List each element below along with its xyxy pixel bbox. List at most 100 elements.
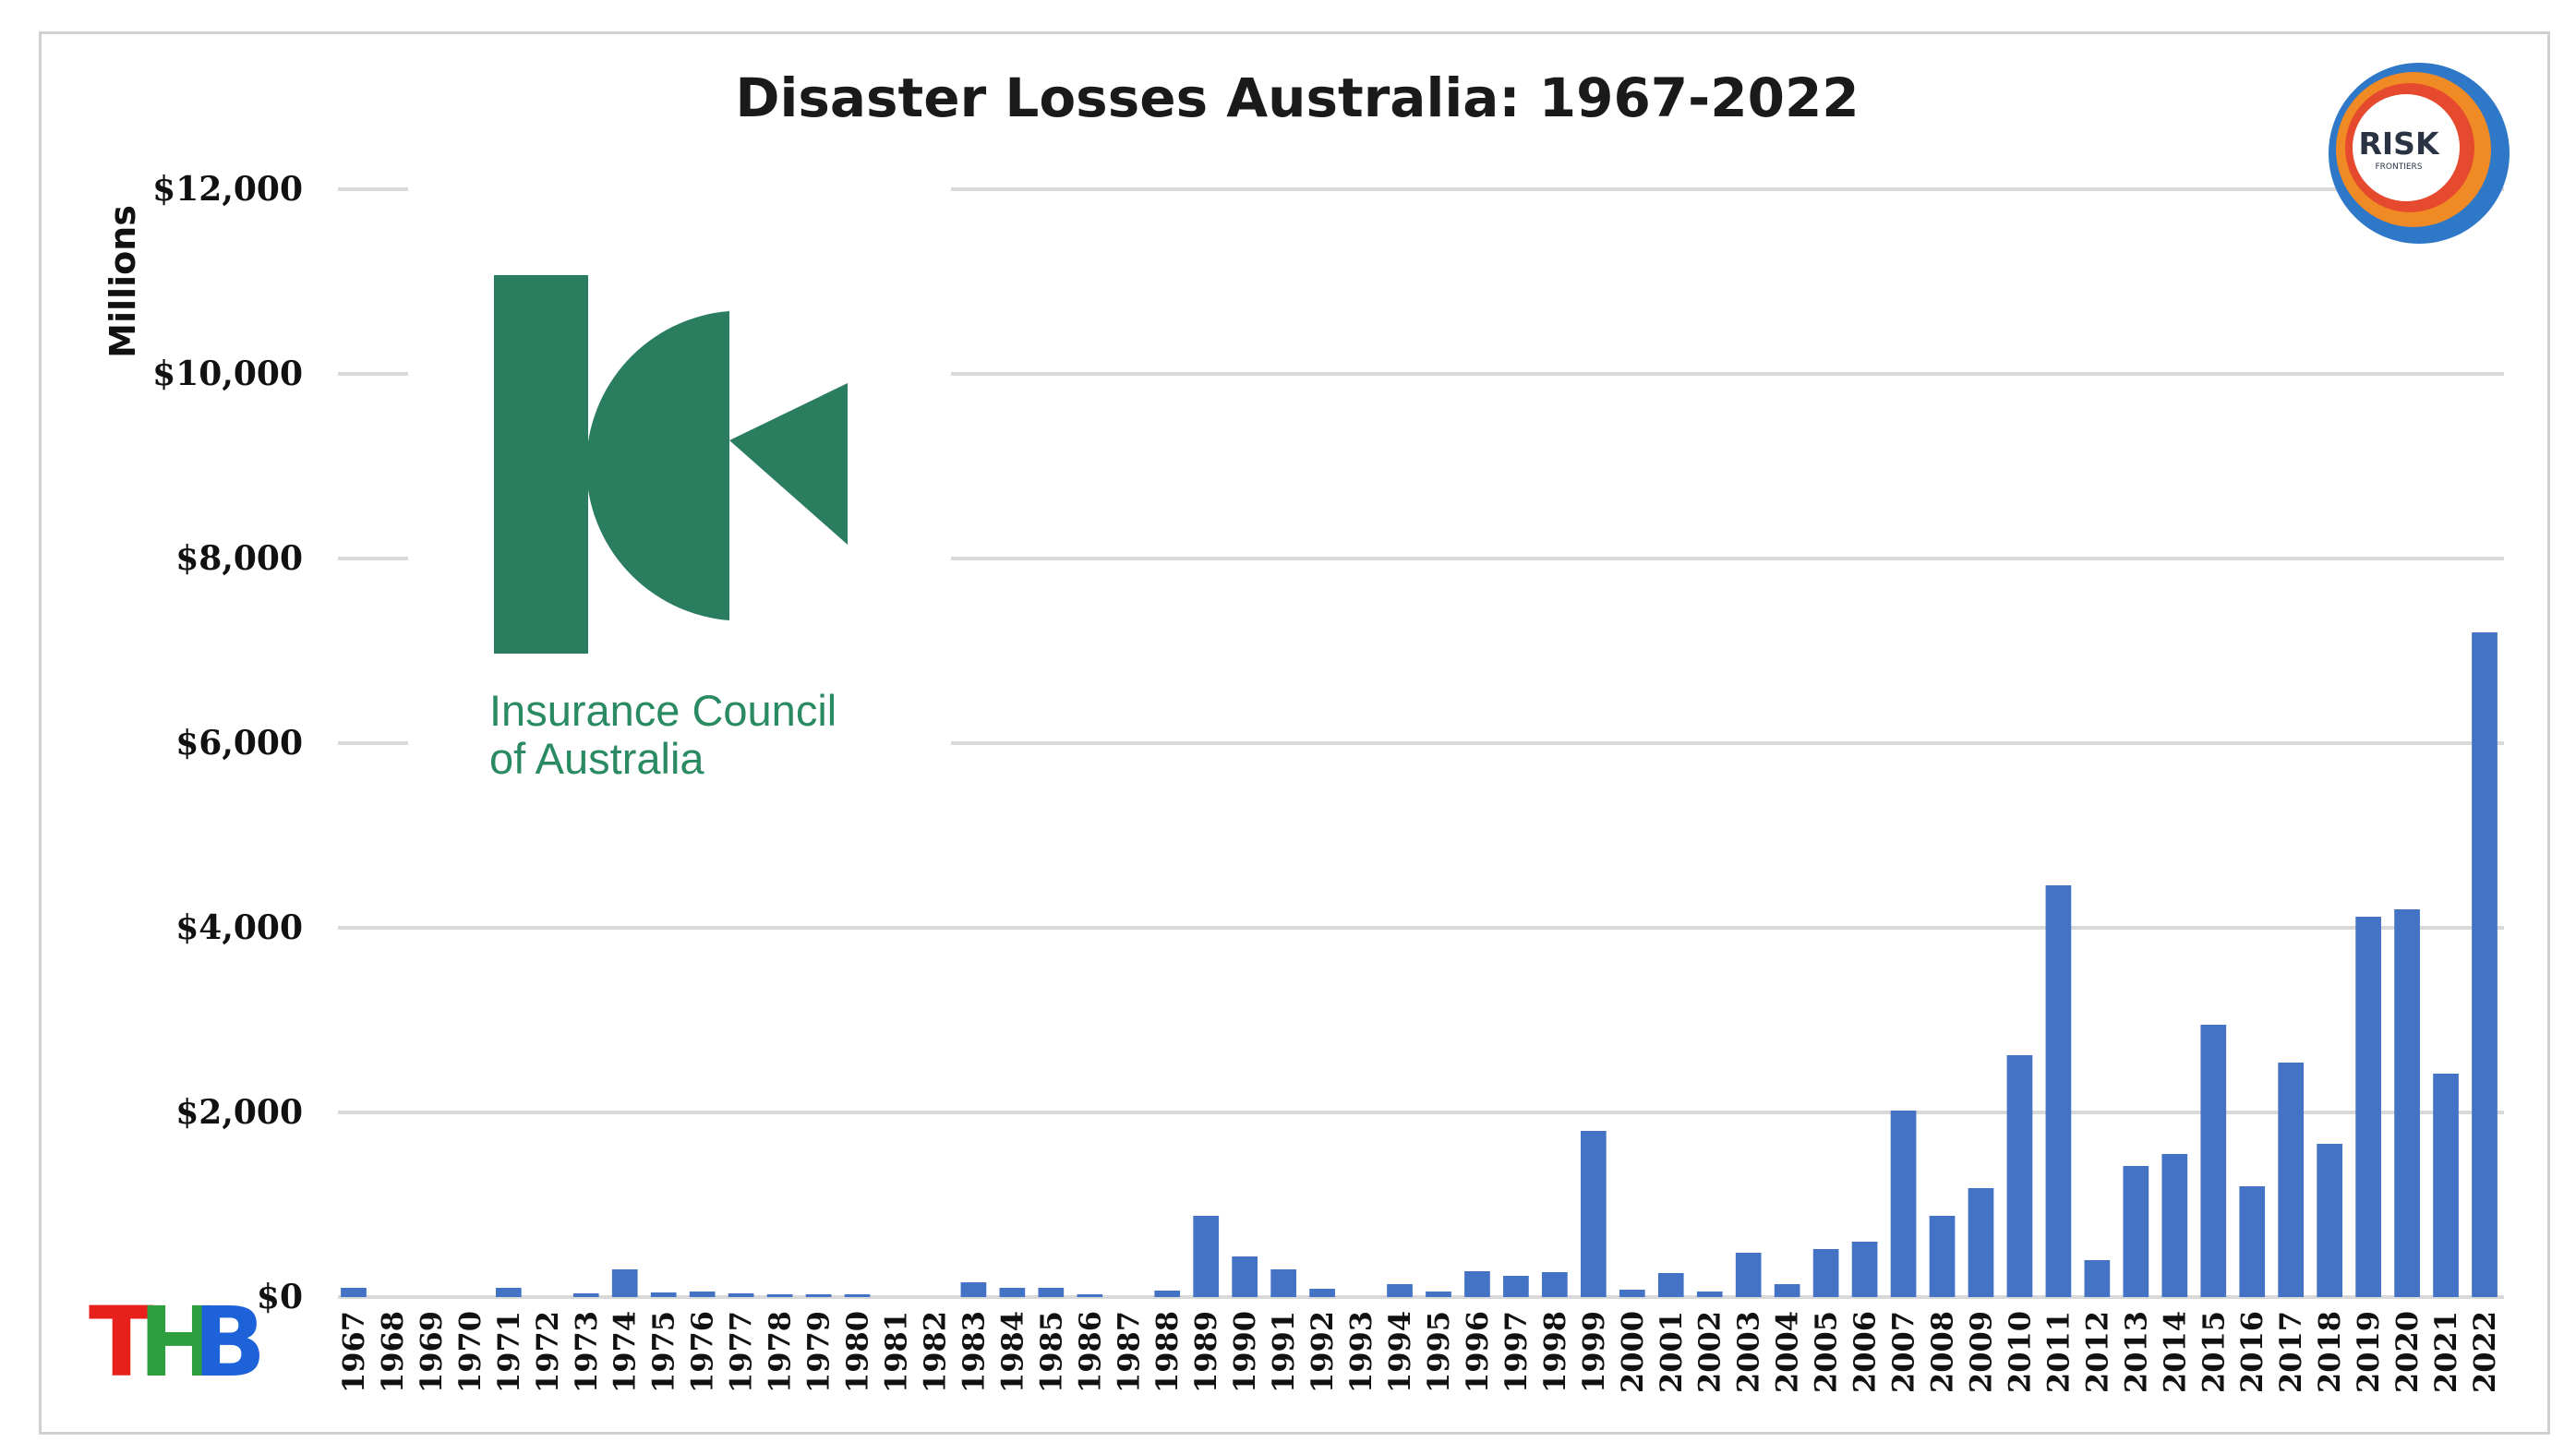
bar-2008 [1929, 1216, 1956, 1297]
x-tick-label: 1992 [1305, 1311, 1340, 1393]
bar-1990 [1232, 1256, 1258, 1297]
thb-logo-t: T [89, 1286, 154, 1399]
x-tick-label: 2000 [1615, 1311, 1650, 1393]
x-tick-label: 1971 [491, 1311, 526, 1393]
y-tick-label: $8,000 [175, 539, 303, 578]
x-tick-label: 1978 [763, 1311, 798, 1393]
x-tick-label: 2006 [1848, 1311, 1883, 1393]
risk-logo-center [2353, 94, 2460, 201]
x-tick-label: 1970 [452, 1311, 488, 1393]
bar-1975 [650, 1292, 677, 1297]
x-tick-label: 1986 [1072, 1311, 1107, 1393]
x-tick-label: 1996 [1460, 1311, 1495, 1393]
x-tick-label: 1981 [878, 1311, 913, 1393]
thb-logo-b: B [193, 1286, 266, 1399]
bar-1996 [1464, 1271, 1490, 1297]
bar-1995 [1426, 1292, 1451, 1297]
x-tick-label: 2010 [2002, 1311, 2037, 1393]
bar-2004 [1774, 1284, 1800, 1297]
bars [341, 632, 2498, 1297]
x-tick-label: 1974 [608, 1311, 643, 1393]
bar-2001 [1657, 1273, 1684, 1297]
x-tick-label: 1969 [414, 1311, 449, 1393]
x-tick-label: 1968 [375, 1311, 410, 1393]
y-tick-label: $4,000 [175, 908, 303, 947]
chart-frame [39, 31, 2550, 1435]
x-tick-label: 1990 [1227, 1311, 1262, 1393]
x-tick-label: 1979 [801, 1311, 837, 1393]
x-tick-label: 2017 [2273, 1311, 2308, 1393]
x-tick-label: 1983 [956, 1311, 991, 1393]
x-tick-label: 2005 [1809, 1311, 1844, 1393]
bar-2022 [2472, 632, 2498, 1297]
ica-logo-wedge [729, 383, 848, 545]
bar-2015 [2200, 1025, 2227, 1297]
bar-1992 [1309, 1289, 1335, 1297]
x-tick-label: 2014 [2157, 1311, 2192, 1393]
bar-2010 [2006, 1055, 2033, 1297]
bar-1997 [1503, 1276, 1529, 1297]
thb-logo-h: H [138, 1286, 219, 1399]
bar-1988 [1154, 1291, 1181, 1297]
bar-1979 [805, 1294, 832, 1297]
bar-2017 [2278, 1063, 2305, 1297]
risk-logo-text: RISK [2358, 126, 2439, 162]
ica-logo-text-line1: Insurance Council [489, 686, 837, 735]
ica-logo-text-line2: of Australia [489, 734, 704, 783]
bar-1971 [495, 1288, 522, 1297]
ica-logo-half-disc [585, 311, 729, 620]
bar-2000 [1619, 1290, 1645, 1297]
x-tick-label: 2002 [1692, 1311, 1727, 1393]
bar-2014 [2161, 1154, 2188, 1297]
y-tick-labels: $0 $2,000 $4,000 $6,000 $8,000 $10,000 $12,000 [152, 170, 303, 1316]
y-axis-label: Millions [102, 205, 143, 358]
bar-2016 [2239, 1186, 2266, 1297]
bar-1994 [1387, 1284, 1413, 1297]
x-tick-label: 1984 [994, 1311, 1029, 1393]
x-tick-label: 2013 [2118, 1311, 2153, 1393]
bar-2018 [2317, 1144, 2343, 1297]
bar-2021 [2433, 1074, 2459, 1297]
bar-1978 [766, 1294, 793, 1297]
x-tick-label: 1989 [1188, 1311, 1223, 1393]
x-tick-labels: 1967 1968 1969 1970 1971 1972 1973 1974 1975 1976… [336, 1311, 2502, 1393]
bar-1980 [844, 1294, 871, 1297]
bar-1984 [999, 1288, 1026, 1297]
bar-2012 [2084, 1260, 2111, 1297]
x-tick-label: 2004 [1770, 1311, 1805, 1393]
y-tick-label: $6,000 [175, 724, 303, 763]
x-tick-label: 2022 [2467, 1311, 2502, 1393]
insurance-council-logo: Insurance Council of Australia [489, 275, 848, 783]
bar-1998 [1542, 1272, 1568, 1297]
x-tick-label: 1991 [1266, 1311, 1301, 1393]
bar-2005 [1812, 1249, 1839, 1297]
x-tick-label: 1998 [1537, 1311, 1572, 1393]
x-tick-label: 1994 [1382, 1311, 1417, 1393]
bar-1976 [689, 1292, 716, 1297]
x-tick-label: 1976 [685, 1311, 720, 1393]
bar-2019 [2355, 917, 2381, 1297]
bar-2011 [2045, 885, 2072, 1297]
bar-1985 [1038, 1288, 1065, 1297]
bar-1986 [1077, 1294, 1103, 1297]
bar-1977 [728, 1293, 754, 1297]
bar-1991 [1270, 1269, 1296, 1297]
x-tick-label: 2015 [2196, 1311, 2231, 1393]
bar-2020 [2394, 909, 2420, 1297]
risk-frontiers-logo: RISK FRONTIERS [2329, 63, 2510, 244]
y-tick-label: $0 [257, 1278, 303, 1316]
bar-2003 [1735, 1253, 1762, 1297]
x-tick-label: 2012 [2079, 1311, 2114, 1393]
x-tick-label: 2007 [1886, 1311, 1921, 1393]
x-tick-label: 1987 [1111, 1311, 1146, 1393]
y-tick-label: $12,000 [152, 170, 303, 209]
x-tick-label: 2018 [2312, 1311, 2347, 1393]
bar-1974 [611, 1269, 638, 1297]
x-tick-label: 1993 [1343, 1311, 1378, 1393]
bar-2002 [1696, 1292, 1723, 1297]
x-tick-label: 2021 [2428, 1311, 2463, 1393]
x-tick-label: 1967 [336, 1311, 371, 1393]
x-tick-label: 1995 [1421, 1311, 1456, 1393]
x-tick-label: 1973 [569, 1311, 604, 1393]
